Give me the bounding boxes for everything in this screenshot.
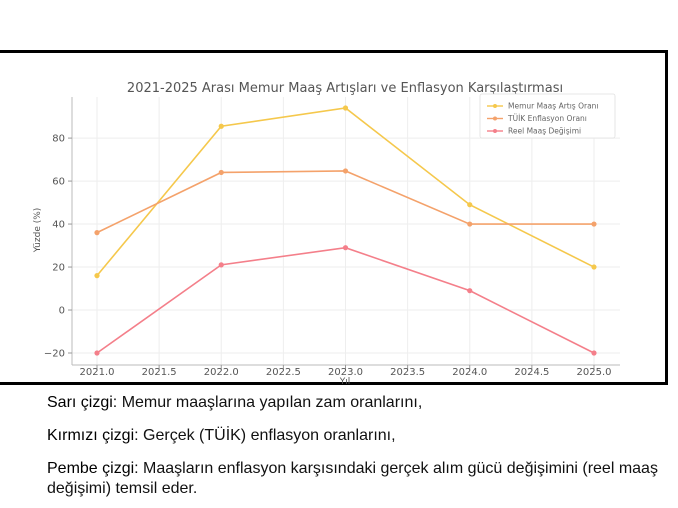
chart-frame: 2021-2025 Arası Memur Maaş Artışları ve … [0, 50, 668, 385]
x-tick-label: 2023.0 [328, 367, 363, 378]
legend-marker [493, 104, 497, 108]
caption-key: Pembe çizgi [47, 460, 135, 477]
y-tick-label: −20 [44, 349, 65, 360]
data-point [591, 264, 597, 270]
legend-box [479, 93, 616, 139]
data-point [342, 105, 349, 111]
y-tick-label: 20 [52, 263, 65, 274]
data-point [218, 262, 224, 268]
legend-marker [493, 129, 497, 133]
legend-marker [493, 116, 497, 121]
legend-label: Reel Maaş Değişimi [508, 127, 581, 136]
caption-pink-line: Pembe çizgi: Maaşların enflasyon karşısı… [47, 459, 672, 499]
axes: −20 0 20 40 60 80 2021.0 2021.5 2022.0 2022.5 2023… [44, 97, 620, 378]
x-tick-label: 2025.0 [577, 367, 612, 378]
x-tick-label: 2024.5 [514, 367, 549, 378]
data-point [591, 221, 597, 227]
caption-red-line: Kırmızı çizgi: Gerçek (TÜİK) enflasyon o… [47, 426, 672, 446]
caption-text: : Memur maaşlarına yapılan zam oranların… [112, 394, 423, 411]
legend-label: Memur Maaş Artış Oranı [508, 102, 599, 111]
x-tick-label: 2022.5 [266, 367, 301, 378]
x-axis-label: Yıl [339, 377, 351, 385]
legend-label: TÜİK Enflasyon Oranı [507, 114, 587, 123]
x-tick-label: 2021.0 [80, 367, 115, 378]
data-point [467, 202, 473, 208]
y-axis-label: Yüzde (%) [33, 208, 43, 254]
data-point [218, 123, 224, 129]
y-tick-label: 0 [59, 306, 65, 317]
caption-key: Sarı çizgi [47, 394, 113, 411]
data-point [342, 245, 349, 251]
x-tick-label: 2024.0 [452, 367, 487, 378]
data-point [94, 273, 100, 279]
series-layer [94, 105, 597, 356]
chart-title: 2021-2025 Arası Memur Maaş Artışları ve … [127, 81, 563, 96]
data-point [342, 168, 349, 174]
data-point [591, 350, 597, 356]
data-point [94, 230, 100, 236]
data-point [94, 350, 100, 356]
data-point [467, 221, 473, 227]
caption-key: Kırmızı çizgi [47, 427, 135, 444]
legend: Memur Maaş Artış Oranı TÜİK Enflasyon Ora… [479, 93, 616, 139]
y-tick-label: 40 [52, 220, 65, 231]
caption-text: : Maaşların enflasyon karşısındaki gerçe… [47, 460, 658, 497]
caption-text: : Gerçek (TÜİK) enflasyon oranlarını, [134, 427, 396, 444]
data-point [218, 169, 224, 176]
data-point [467, 288, 473, 294]
x-tick-label: 2021.5 [142, 367, 177, 378]
x-tick-label: 2022.0 [204, 367, 239, 378]
y-tick-label: 60 [52, 177, 65, 188]
line-chart: 2021-2025 Arası Memur Maaş Artışları ve … [33, 81, 620, 385]
y-tick-label: 80 [52, 134, 65, 145]
caption-yellow-line: Sarı çizgi: Memur maaşlarına yapılan zam… [47, 393, 672, 413]
x-tick-label: 2023.5 [390, 367, 425, 378]
